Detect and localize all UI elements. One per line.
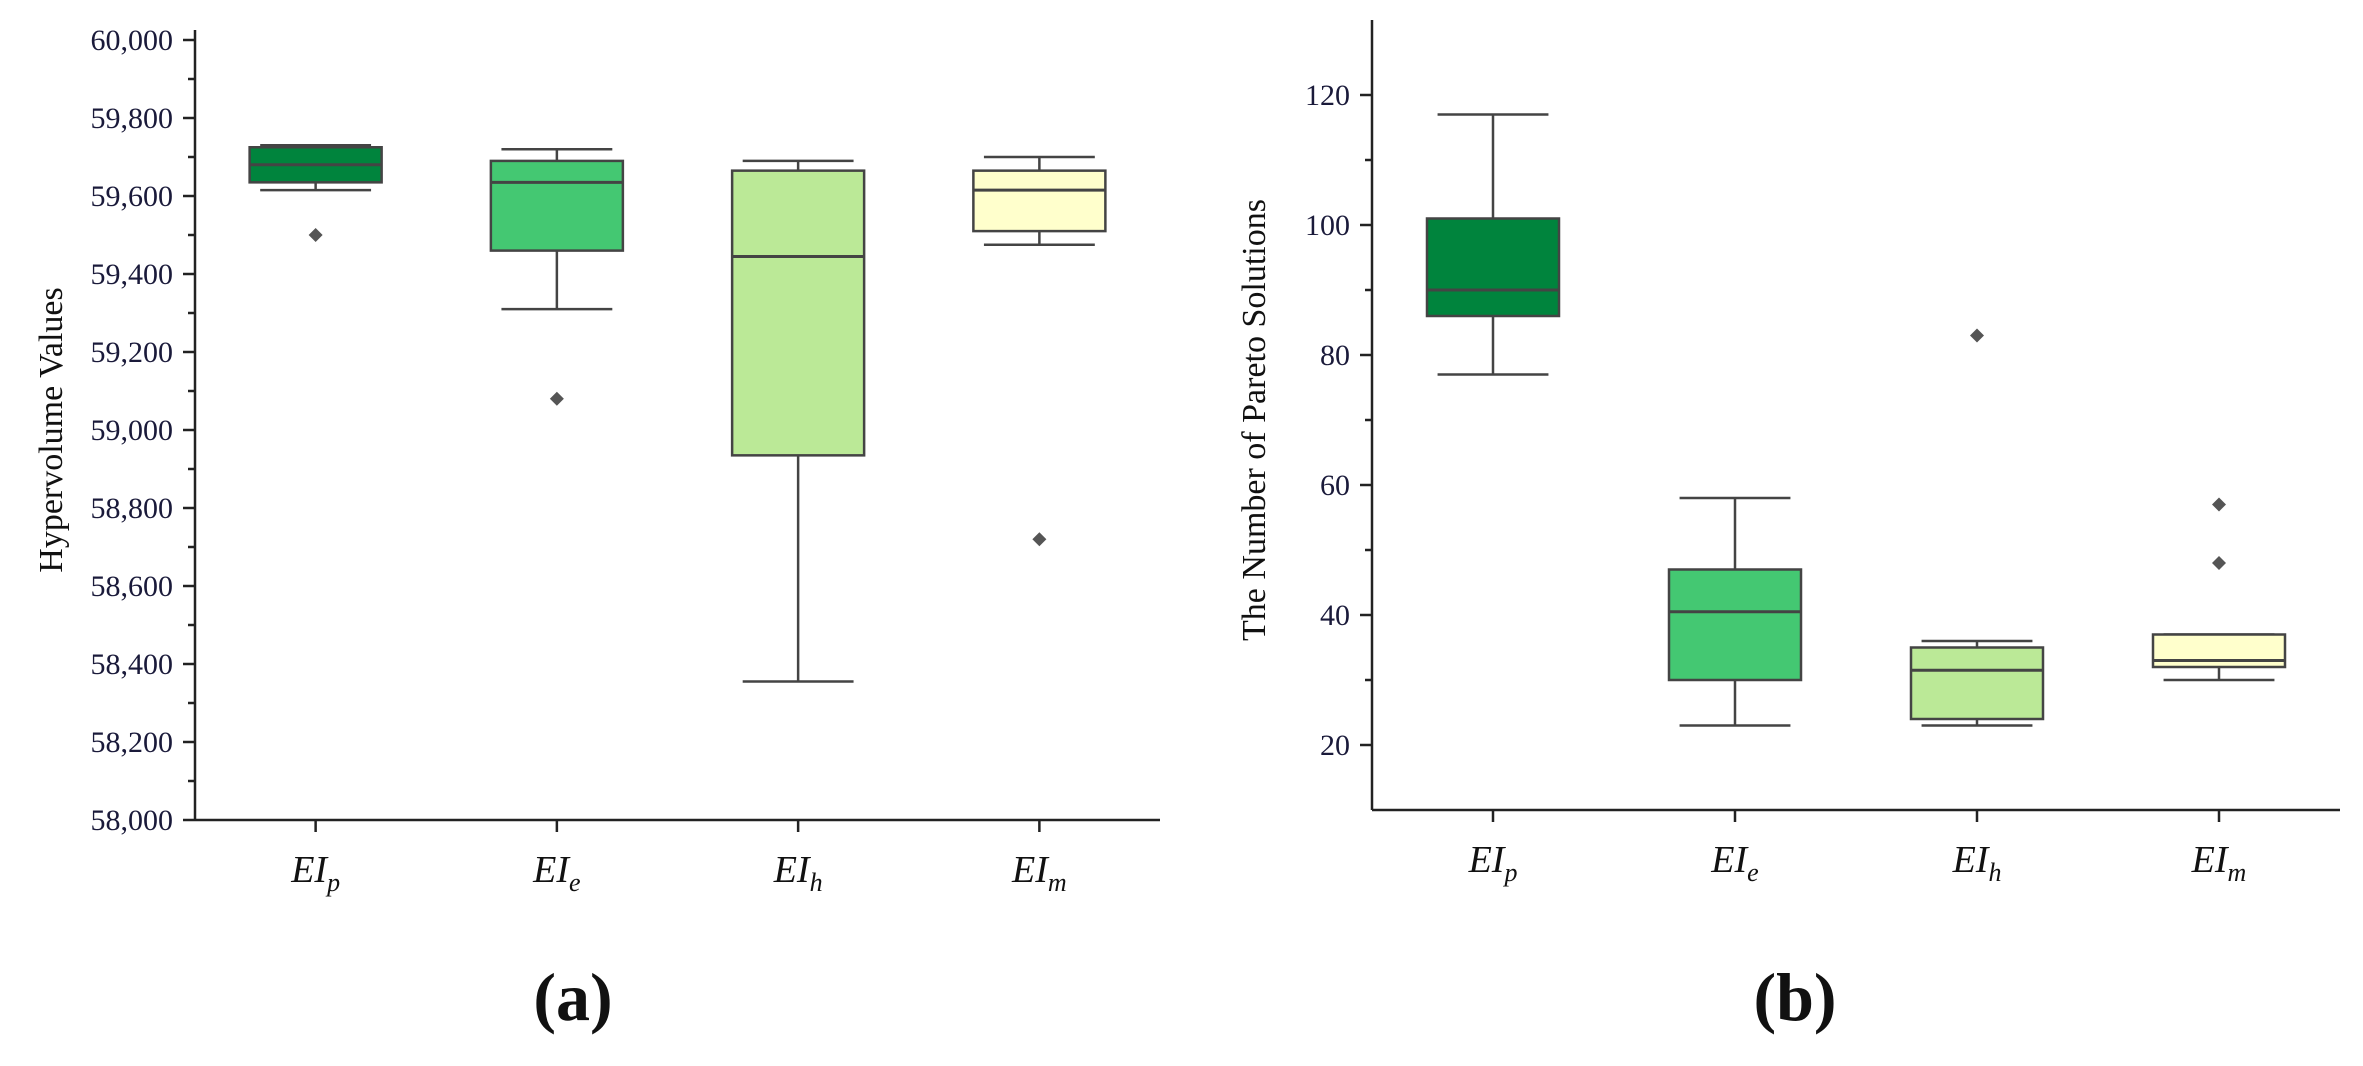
iqr-box bbox=[1909, 646, 2045, 721]
iqr-box bbox=[1667, 568, 1803, 682]
x-tick-label: EIh bbox=[1952, 839, 2002, 887]
y-tick-label: 120 bbox=[1305, 79, 1350, 112]
y-axis-title: The Number of Pareto Solutions bbox=[1236, 199, 1273, 641]
y-tick-label: 58,200 bbox=[91, 726, 174, 759]
x-tick-label-base: EI bbox=[1952, 839, 1991, 881]
x-tick-label: EIm bbox=[2191, 839, 2247, 887]
x-tick-label-subscript: p bbox=[325, 868, 340, 897]
y-tick-label: 100 bbox=[1305, 209, 1350, 242]
y-tick-label: 58,000 bbox=[91, 804, 174, 837]
outlier-point bbox=[2212, 556, 2226, 570]
x-tick-label-subscript: m bbox=[1048, 868, 1067, 897]
x-tick-label-subscript: e bbox=[569, 868, 581, 897]
y-tick-label: 20 bbox=[1320, 729, 1350, 762]
iqr-box bbox=[730, 169, 866, 457]
panel-label: (a) bbox=[533, 959, 612, 1035]
y-tick-label: 80 bbox=[1320, 339, 1350, 372]
x-tick-label: EIe bbox=[532, 849, 580, 897]
x-tick-label-subscript: h bbox=[1988, 858, 2001, 887]
iqr-box bbox=[1425, 217, 1561, 318]
y-tick-label: 58,600 bbox=[91, 570, 174, 603]
y-tick-label: 59,000 bbox=[91, 414, 174, 447]
y-tick-label: 60,000 bbox=[91, 24, 174, 57]
x-tick-label-subscript: h bbox=[810, 868, 823, 897]
panel-label: (b) bbox=[1753, 959, 1836, 1035]
pareto-solutions-box-chart: 20 40 60 80 100 120 The Number of Pareto Solut… bbox=[1236, 20, 2340, 1035]
x-tick-label: EIm bbox=[1011, 849, 1067, 897]
x-tick-label-subscript: m bbox=[2228, 858, 2247, 887]
y-tick-label: 58,800 bbox=[91, 492, 174, 525]
x-tick-label-base: EI bbox=[1011, 849, 1050, 891]
iqr-box bbox=[972, 169, 1107, 233]
outlier-point bbox=[1032, 532, 1047, 547]
x-tick-label: EIp bbox=[1468, 839, 1518, 887]
x-tick-label-base: EI bbox=[773, 849, 812, 891]
x-tick-label-subscript: p bbox=[1502, 858, 1517, 887]
iqr-box bbox=[489, 159, 625, 252]
y-axis-title: Hypervolume Values bbox=[33, 287, 70, 572]
y-tick-label: 59,200 bbox=[91, 336, 174, 369]
y-tick-label: 60 bbox=[1320, 469, 1350, 502]
x-tick-label-base: EI bbox=[532, 849, 571, 891]
outlier-point bbox=[1970, 328, 1984, 343]
y-tick-label: 58,400 bbox=[91, 648, 174, 681]
outlier-point bbox=[549, 391, 564, 406]
x-tick-label-base: EI bbox=[290, 849, 329, 891]
x-tick-label: EIe bbox=[1710, 839, 1758, 887]
y-tick-label: 59,800 bbox=[91, 102, 174, 135]
x-tick-label-base: EI bbox=[2191, 839, 2230, 881]
hypervolume-box-chart: 58,000 58,200 58,400 58,600 58,800 59,000 59,2… bbox=[33, 24, 1160, 1035]
iqr-box bbox=[2151, 633, 2287, 669]
y-tick-label: 59,400 bbox=[91, 258, 174, 291]
x-tick-label-base: EI bbox=[1710, 839, 1749, 881]
x-tick-label: EIh bbox=[773, 849, 823, 897]
outlier-point bbox=[2212, 497, 2226, 512]
outlier-point bbox=[308, 228, 323, 242]
x-tick-label-subscript: e bbox=[1747, 858, 1759, 887]
y-tick-label: 40 bbox=[1320, 599, 1350, 632]
y-tick-label: 59,600 bbox=[91, 180, 174, 213]
x-tick-label-base: EI bbox=[1468, 839, 1507, 881]
x-tick-label: EIp bbox=[290, 849, 340, 897]
